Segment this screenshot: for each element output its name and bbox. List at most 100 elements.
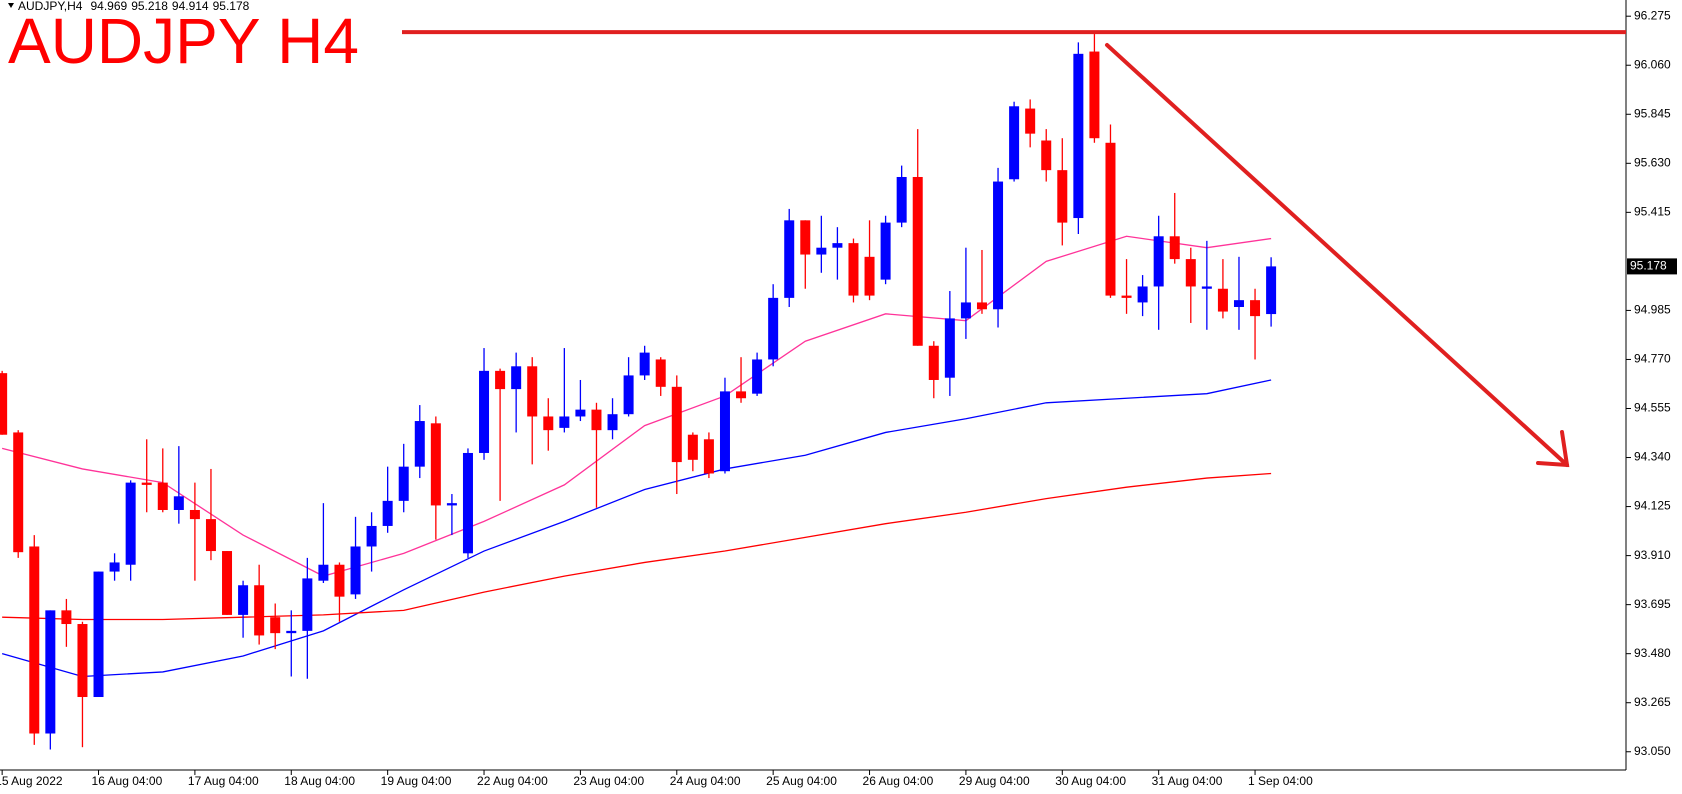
high-value: 95.218 bbox=[131, 0, 168, 13]
candle-body bbox=[0, 373, 8, 435]
x-tick-label: 18 Aug 04:00 bbox=[284, 774, 355, 788]
candle-body bbox=[286, 630, 297, 634]
candle-body bbox=[575, 409, 586, 417]
low-value: 94.914 bbox=[172, 0, 209, 13]
candle-body bbox=[1057, 170, 1068, 223]
moving-average bbox=[1, 379, 1272, 678]
candle-body bbox=[1137, 286, 1148, 303]
candle-body bbox=[77, 624, 88, 698]
y-tick-label: 93.695 bbox=[1634, 597, 1671, 611]
candle-body bbox=[1217, 288, 1228, 312]
candle-body bbox=[334, 564, 345, 597]
price-label: 95.178 bbox=[1630, 259, 1667, 273]
candle-body bbox=[1169, 236, 1180, 260]
candle-body bbox=[238, 585, 249, 615]
candle-body bbox=[1201, 286, 1212, 289]
candle-body bbox=[848, 243, 859, 296]
x-tick-label: 25 Aug 04:00 bbox=[766, 774, 837, 788]
candle-body bbox=[1266, 266, 1277, 315]
candle-body bbox=[912, 176, 923, 346]
candle-body bbox=[93, 571, 104, 698]
candle-body bbox=[1025, 108, 1036, 134]
candle-body bbox=[816, 247, 827, 255]
arrow-shaft bbox=[1105, 43, 1569, 467]
candle-body bbox=[543, 416, 554, 431]
y-tick-label: 94.125 bbox=[1634, 499, 1671, 513]
candle-body bbox=[1009, 106, 1020, 180]
candle-body bbox=[1185, 259, 1196, 287]
candle-body bbox=[752, 359, 763, 394]
candle-body bbox=[141, 482, 152, 485]
candle-body bbox=[189, 509, 200, 520]
candle-body bbox=[61, 610, 72, 625]
x-tick-label: 17 Aug 04:00 bbox=[188, 774, 259, 788]
candle-body bbox=[125, 482, 136, 565]
candle-body bbox=[382, 500, 393, 526]
x-tick-label: 24 Aug 04:00 bbox=[670, 774, 741, 788]
candle-body bbox=[703, 439, 714, 474]
candle-body bbox=[366, 525, 377, 547]
candle-body bbox=[222, 551, 233, 615]
price-box bbox=[1627, 258, 1677, 275]
x-tick-label: 19 Aug 04:00 bbox=[381, 774, 452, 788]
y-tick-label: 95.845 bbox=[1634, 106, 1671, 120]
candle-body bbox=[800, 220, 811, 255]
candle-body bbox=[318, 564, 329, 581]
candle-body bbox=[1105, 142, 1116, 296]
candle-body bbox=[45, 610, 56, 734]
candle-body bbox=[414, 421, 425, 467]
candle-body bbox=[896, 176, 907, 223]
candle-body bbox=[736, 391, 747, 399]
candle-body bbox=[639, 352, 650, 376]
candle-body bbox=[559, 416, 570, 428]
candle-body bbox=[864, 256, 875, 296]
moving-average bbox=[2, 472, 1272, 621]
y-tick-label: 93.050 bbox=[1634, 744, 1671, 758]
y-tick-label: 95.415 bbox=[1634, 205, 1671, 219]
y-tick-label: 93.480 bbox=[1634, 646, 1671, 660]
x-tick-label: 16 Aug 04:00 bbox=[92, 774, 163, 788]
candle-body bbox=[398, 466, 409, 501]
candle-body bbox=[1089, 51, 1100, 139]
x-tick-label: 29 Aug 04:00 bbox=[959, 774, 1030, 788]
candle-body bbox=[1153, 236, 1164, 287]
y-tick-label: 94.555 bbox=[1634, 401, 1671, 415]
y-tick-label: 96.060 bbox=[1634, 57, 1671, 71]
x-tick-label: 23 Aug 04:00 bbox=[573, 774, 644, 788]
candle-body bbox=[495, 370, 506, 390]
candle-body bbox=[719, 391, 730, 472]
candle-body bbox=[430, 423, 441, 506]
y-tick-label: 93.265 bbox=[1634, 695, 1671, 709]
y-tick-label: 95.630 bbox=[1634, 155, 1671, 169]
candle-body bbox=[29, 546, 40, 734]
candle-body bbox=[479, 370, 490, 453]
x-tick-label: 26 Aug 04:00 bbox=[863, 774, 934, 788]
candle-body bbox=[832, 243, 843, 248]
candle-body bbox=[1041, 140, 1052, 171]
moving-average bbox=[1, 235, 1272, 577]
candle-body bbox=[960, 302, 971, 319]
chart-title: AUDJPY H4 bbox=[8, 5, 359, 77]
x-tick-label: 22 Aug 04:00 bbox=[477, 774, 548, 788]
header: AUDJPY,H4 94.969 95.218 94.914 95.178 bbox=[18, 0, 250, 13]
candle-body bbox=[527, 366, 538, 417]
candle-body bbox=[462, 452, 473, 554]
candle-body bbox=[511, 366, 522, 390]
x-tick-label: 1 Sep 04:00 bbox=[1248, 774, 1313, 788]
y-tick-label: 96.275 bbox=[1634, 8, 1671, 22]
y-tick-label: 94.770 bbox=[1634, 352, 1671, 366]
y-tick-label: 94.985 bbox=[1634, 303, 1671, 317]
header-icon bbox=[8, 3, 14, 8]
candle-body bbox=[607, 414, 618, 431]
candle-body bbox=[880, 222, 891, 280]
candle-body bbox=[976, 302, 987, 310]
candle-body bbox=[1250, 300, 1261, 317]
trend-arrow bbox=[1105, 43, 1570, 468]
candle-body bbox=[13, 432, 24, 553]
candle-body bbox=[350, 546, 361, 595]
candle-body bbox=[302, 578, 313, 631]
candle-body bbox=[687, 434, 698, 460]
candle-body bbox=[1073, 53, 1084, 219]
